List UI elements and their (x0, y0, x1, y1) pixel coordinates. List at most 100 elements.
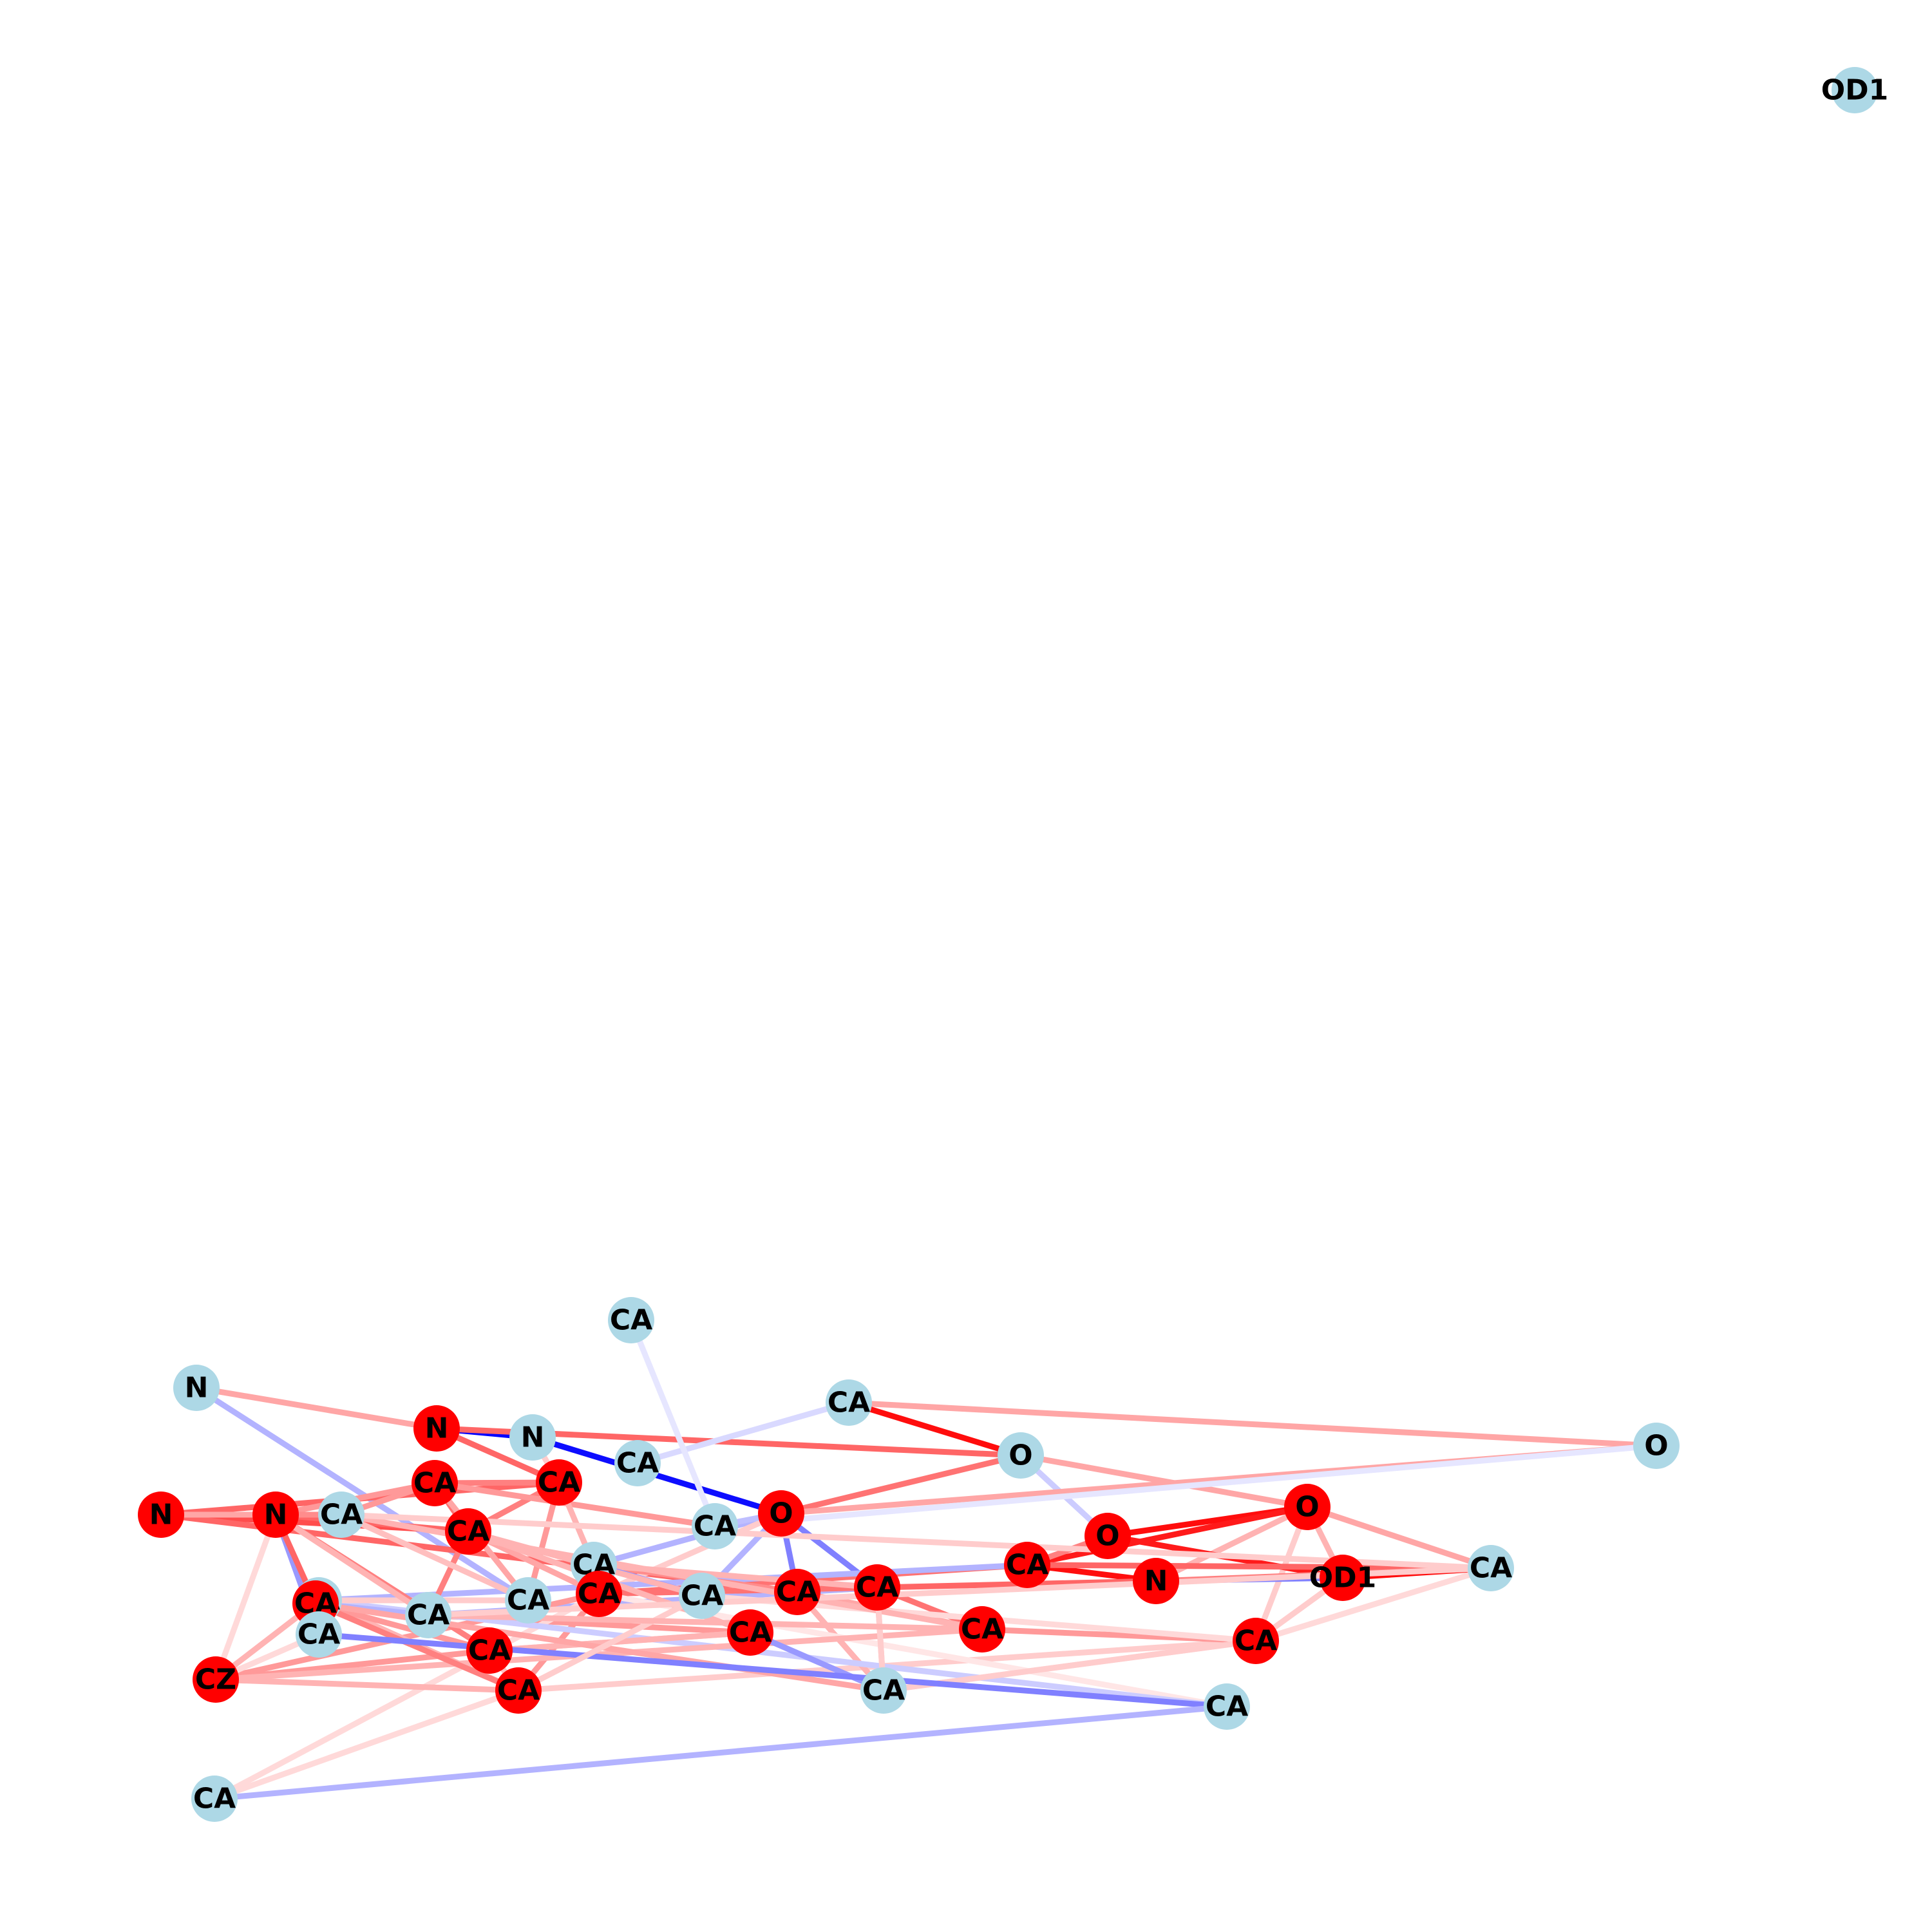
node-n13: N (138, 1492, 184, 1538)
node-circle (1468, 1545, 1514, 1591)
node-label: CA (407, 1599, 450, 1632)
node-label: CA (694, 1510, 736, 1543)
node-n11: O (758, 1490, 804, 1537)
node-n24: CA (774, 1569, 820, 1615)
node-circle (509, 1414, 556, 1461)
node-label: CA (1235, 1625, 1277, 1658)
node-n28: CA (1233, 1618, 1279, 1664)
node-n23: CA (505, 1577, 551, 1624)
node-n38: CA (495, 1667, 542, 1714)
node-circle (959, 1606, 1005, 1653)
node-label: O (1644, 1430, 1668, 1463)
node-circle (191, 1776, 238, 1822)
node-n2: N (173, 1365, 220, 1411)
node-label: OD1 (1821, 74, 1889, 107)
node-n4: N (413, 1405, 460, 1452)
node-label: CA (681, 1580, 723, 1613)
node-n37: CA (466, 1627, 513, 1674)
node-n31: CA (576, 1571, 622, 1617)
edge-n33-n37 (489, 1629, 751, 1654)
edge-n40-n41 (214, 1703, 1227, 1802)
edge-n6-n11 (780, 1452, 1022, 1517)
node-circle (1633, 1423, 1680, 1469)
node-label: CA (578, 1578, 620, 1611)
node-circle (412, 1460, 458, 1506)
node-label: CA (961, 1613, 1003, 1646)
node-circle (614, 1440, 661, 1486)
node-label: CA (1006, 1549, 1048, 1582)
node-label: CA (1470, 1552, 1512, 1585)
node-circle (576, 1571, 622, 1617)
node-label: CA (193, 1783, 236, 1815)
node-n17: N (252, 1492, 299, 1538)
node-circle (854, 1564, 900, 1611)
node-circle (1084, 1513, 1131, 1559)
node-n19: CA (1004, 1542, 1050, 1588)
edge-n1-n12 (628, 1319, 718, 1528)
node-n26: N (1133, 1558, 1179, 1604)
node-label: N (1144, 1565, 1168, 1598)
node-circle (1204, 1683, 1250, 1730)
node-n7: O (1633, 1423, 1680, 1469)
node-n20: O (1084, 1513, 1131, 1559)
node-n36: CZ (193, 1656, 239, 1703)
node-label: N (264, 1499, 288, 1531)
node-n15: O (1284, 1484, 1331, 1530)
node-label: CA (776, 1576, 819, 1609)
node-n29: CA (959, 1606, 1005, 1653)
node-circle (608, 1297, 654, 1343)
node-label: CA (862, 1674, 905, 1707)
node-n14: CA (318, 1492, 365, 1538)
node-circle (860, 1667, 907, 1714)
edge-n33-n35 (749, 1629, 885, 1694)
node-circle (505, 1577, 551, 1624)
node-circle (998, 1432, 1044, 1479)
node-n5: N (509, 1414, 556, 1461)
node-circle (1832, 67, 1878, 113)
node-label: CA (610, 1304, 652, 1337)
node-label: CA (497, 1674, 540, 1707)
node-n6: O (998, 1432, 1044, 1479)
edge-n2-n23 (194, 1385, 530, 1603)
node-label: CA (828, 1387, 870, 1419)
node-label: CA (538, 1466, 580, 1499)
node-label: O (1295, 1491, 1319, 1524)
node-n0: OD1 (1821, 67, 1889, 113)
node-circle (1133, 1558, 1179, 1604)
edge-n36-n38 (215, 1676, 519, 1694)
edge-n17-n30 (274, 1512, 430, 1618)
node-label: N (521, 1421, 545, 1454)
node-circle (1284, 1484, 1331, 1530)
node-n39: CA (296, 1611, 342, 1658)
node-circle (413, 1405, 460, 1452)
node-circle (692, 1503, 738, 1549)
node-circle (296, 1611, 342, 1658)
node-n21: CA (1468, 1545, 1514, 1591)
node-label: OD1 (1309, 1562, 1377, 1595)
node-circle (466, 1627, 513, 1674)
node-circle (173, 1365, 220, 1411)
node-label: CA (320, 1499, 363, 1531)
node-circle (679, 1573, 725, 1619)
node-n8: CA (614, 1440, 661, 1486)
node-circle (774, 1569, 820, 1615)
edge-n34-n38 (314, 1600, 520, 1694)
edge-n41-n38 (213, 1687, 520, 1802)
node-label: O (1095, 1520, 1119, 1553)
node-label: O (1009, 1439, 1032, 1472)
node-label: N (185, 1372, 209, 1405)
node-label: CA (413, 1467, 456, 1500)
node-label: CA (616, 1447, 659, 1480)
node-circle (318, 1492, 365, 1538)
node-circle (1004, 1542, 1050, 1588)
node-n18: CA (679, 1573, 725, 1619)
node-label: N (149, 1499, 173, 1531)
node-circle (445, 1508, 491, 1555)
edge-n15-n19 (1027, 1504, 1308, 1568)
edge-n14-n21 (341, 1511, 1492, 1571)
node-label: CA (507, 1584, 549, 1617)
node-circle (758, 1490, 804, 1537)
node-label: CZ (195, 1663, 236, 1696)
